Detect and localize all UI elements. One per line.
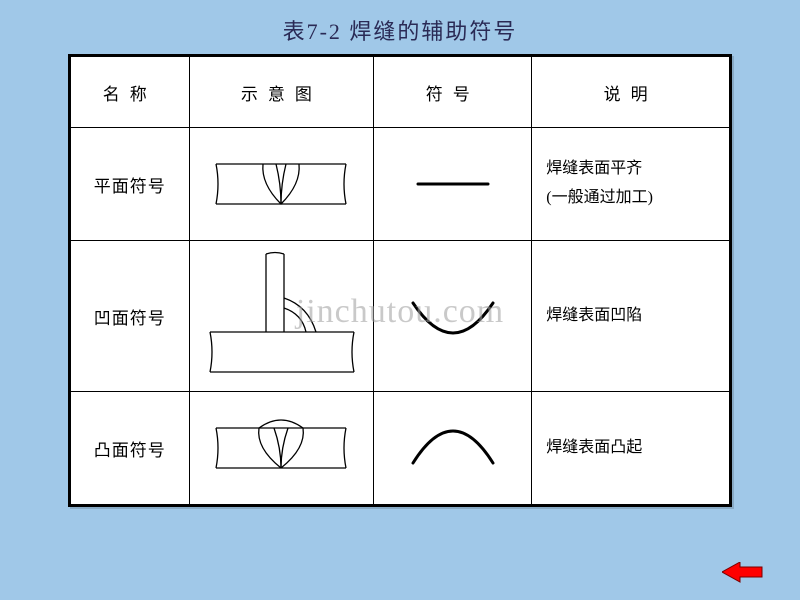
table-container: 名称 示意图 符号 说明 平面符号 焊缝表面平齐: [68, 54, 732, 507]
row2-schematic-svg: [196, 398, 366, 498]
row1-symbol: [374, 241, 532, 392]
row1-symbol-svg: [393, 281, 513, 351]
header-diagram: 示意图: [189, 57, 374, 128]
header-name: 名称: [71, 57, 190, 128]
table-row: 凸面符号 焊缝表面凸起: [71, 392, 730, 505]
row2-symbol: [374, 392, 532, 505]
row0-schematic: [189, 128, 374, 241]
row1-schematic: [189, 241, 374, 392]
row2-desc: 焊缝表面凸起: [532, 392, 730, 505]
row1-desc-line1: 焊缝表面凹陷: [546, 307, 642, 324]
back-arrow-icon: [722, 562, 766, 584]
table-row: 平面符号 焊缝表面平齐 (一般通过加工): [71, 128, 730, 241]
row0-symbol: [374, 128, 532, 241]
header-symbol: 符号: [374, 57, 532, 128]
row1-desc: 焊缝表面凹陷: [532, 241, 730, 392]
slide-page: 表7-2 焊缝的辅助符号 名称 示意图 符号 说明 平面符号: [0, 0, 800, 600]
table-row: 凹面符号 焊缝表面凹陷: [71, 241, 730, 392]
row1-schematic-svg: [196, 246, 366, 386]
header-desc: 说明: [532, 57, 730, 128]
table-title: 表7-2 焊缝的辅助符号: [0, 0, 800, 54]
row1-name: 凹面符号: [71, 241, 190, 392]
row0-symbol-svg: [393, 154, 513, 214]
back-arrow-button[interactable]: [722, 562, 766, 584]
row0-schematic-svg: [196, 134, 366, 234]
row0-desc: 焊缝表面平齐 (一般通过加工): [532, 128, 730, 241]
row0-desc-line1: 焊缝表面平齐: [546, 160, 642, 177]
header-row: 名称 示意图 符号 说明: [71, 57, 730, 128]
row0-desc-line2: (一般通过加工): [546, 189, 653, 206]
row2-desc-line1: 焊缝表面凸起: [546, 439, 642, 456]
row2-schematic: [189, 392, 374, 505]
weld-symbols-table: 名称 示意图 符号 说明 平面符号 焊缝表面平齐: [70, 56, 730, 505]
row2-symbol-svg: [393, 413, 513, 483]
row0-name: 平面符号: [71, 128, 190, 241]
row2-name: 凸面符号: [71, 392, 190, 505]
